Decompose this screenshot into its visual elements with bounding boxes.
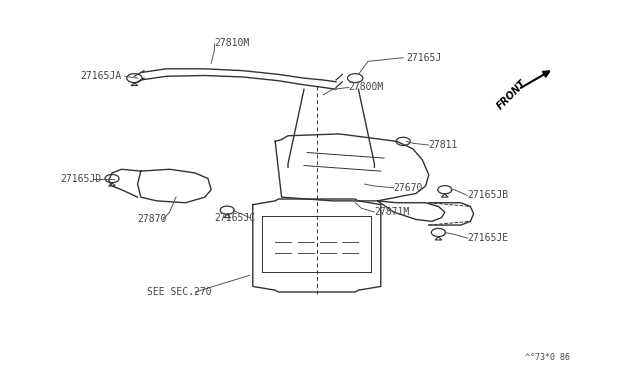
Text: 27165JD: 27165JD <box>61 174 102 183</box>
Text: 27165J: 27165J <box>406 53 442 62</box>
Text: 27871M: 27871M <box>374 207 410 217</box>
Text: 27870: 27870 <box>138 215 167 224</box>
Text: SEE SEC.270: SEE SEC.270 <box>147 287 212 297</box>
Text: 27165JA: 27165JA <box>80 71 121 81</box>
Text: 27800M: 27800M <box>349 83 384 92</box>
Text: 27811: 27811 <box>429 140 458 150</box>
Text: ^°73*0 86: ^°73*0 86 <box>525 353 570 362</box>
Text: FRONT: FRONT <box>495 78 529 112</box>
Text: 27810M: 27810M <box>214 38 250 48</box>
Text: 27165JB: 27165JB <box>467 190 508 200</box>
Text: 27165JC: 27165JC <box>214 213 255 222</box>
Text: 27670: 27670 <box>394 183 423 193</box>
Text: 27165JE: 27165JE <box>467 233 508 243</box>
